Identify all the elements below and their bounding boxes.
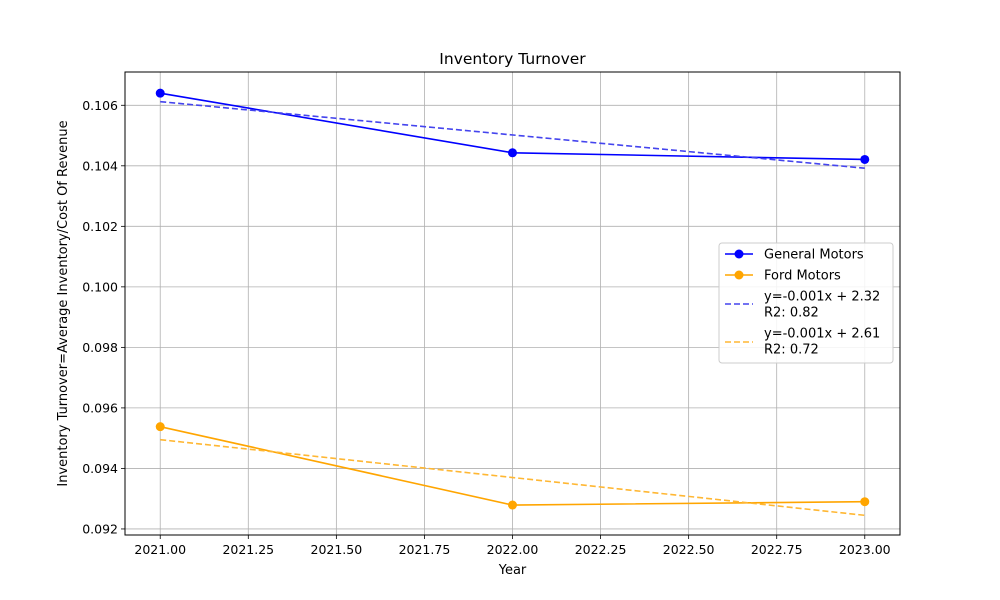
y-tick-label: 0.094 [82, 461, 118, 476]
x-tick-label: 2023.00 [839, 542, 891, 557]
data-point [860, 154, 870, 164]
x-tick-label: 2022.00 [487, 542, 539, 557]
x-tick-label: 2021.00 [134, 542, 186, 557]
x-tick-label: 2021.25 [222, 542, 274, 557]
trendline-3 [160, 438, 865, 517]
y-tick-label: 0.098 [82, 340, 118, 355]
legend-marker [734, 270, 744, 280]
y-axis-label: Inventory Turnover=Average Inventory/Cos… [56, 120, 71, 486]
grid [125, 72, 900, 535]
y-tick-label: 0.092 [82, 521, 118, 536]
legend-label: General Motors [764, 248, 864, 263]
data-point [508, 500, 517, 510]
legend: General Motors Ford Motors y=-0.001x + 2.3… [718, 242, 894, 364]
data-point [155, 88, 165, 98]
chart-title: Inventory Turnover [439, 50, 586, 68]
trendline-2 [160, 100, 865, 170]
x-tick-label: 2021.50 [311, 542, 363, 557]
y-tick-label: 0.096 [82, 400, 118, 415]
y-tick-label: 0.104 [82, 158, 118, 173]
legend-label: y=-0.001x + 2.32 R2: 0.82 [764, 290, 880, 321]
x-tick-label: 2022.50 [663, 542, 715, 557]
axis-ticks: 2021.00 2021.25 2021.50 2021.75 2022.00 2022.… [82, 98, 890, 557]
x-tick-label: 2022.25 [575, 542, 627, 557]
legend-label: Ford Motors [764, 269, 841, 284]
x-tick-label: 2022.75 [751, 542, 803, 557]
y-tick-label: 0.100 [82, 279, 118, 294]
legend-box [718, 242, 894, 364]
data-point [155, 422, 165, 432]
data-point [860, 497, 870, 507]
y-tick-label: 0.102 [82, 219, 118, 234]
plot-series [155, 88, 870, 517]
legend-marker [734, 249, 744, 259]
x-tick-label: 2021.75 [399, 542, 451, 557]
x-axis-label: Year [498, 563, 527, 578]
data-point [508, 148, 517, 158]
y-tick-label: 0.106 [82, 98, 118, 113]
legend-label: y=-0.001x + 2.61 R2: 0.72 [764, 327, 880, 358]
